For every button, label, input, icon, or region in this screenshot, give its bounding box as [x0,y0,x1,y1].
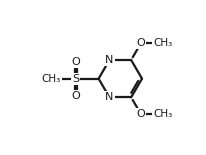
Text: O: O [71,57,80,67]
Text: O: O [136,109,145,119]
Text: CH₃: CH₃ [153,38,172,48]
Text: CH₃: CH₃ [153,109,172,119]
Text: N: N [105,55,114,65]
Text: O: O [71,91,80,101]
Text: N: N [105,92,114,102]
Text: CH₃: CH₃ [42,74,61,84]
Text: O: O [136,38,145,48]
Text: S: S [72,74,79,84]
